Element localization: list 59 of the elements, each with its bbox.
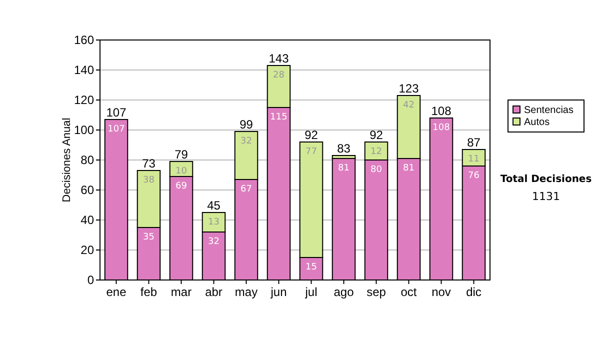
y-tick-label: 0 [87, 273, 94, 287]
data-label: 11 [468, 154, 480, 164]
total-label: 73 [142, 156, 156, 170]
total-label: 92 [304, 128, 318, 142]
total-label: 99 [240, 118, 254, 132]
x-tick-label: oct [400, 285, 418, 299]
y-tick-label: 160 [74, 33, 94, 47]
y-tick-label: 40 [80, 213, 94, 227]
x-tick-label: jun [270, 285, 287, 299]
total-label: 45 [207, 198, 221, 212]
y-tick-label: 20 [80, 243, 94, 257]
x-tick-label: ago [334, 285, 354, 299]
data-label: 13 [208, 218, 220, 228]
data-label: 69 [176, 182, 188, 192]
data-label: 115 [270, 112, 288, 122]
x-tick-label: sep [366, 285, 386, 299]
total-label: 87 [467, 136, 481, 150]
legend-label: Sentencias [524, 105, 574, 116]
total-label: 123 [398, 82, 420, 96]
y-axis-title: Decisiones Anual [61, 118, 73, 202]
total-label: 108 [431, 104, 452, 118]
legend-label: Autos [524, 117, 550, 128]
x-tick-label: ene [106, 285, 127, 299]
x-tick-label: dic [466, 285, 482, 299]
data-label: 81 [403, 164, 414, 174]
y-tick-label: 100 [74, 123, 94, 137]
total-label: 83 [337, 142, 351, 156]
data-label: 76 [468, 171, 480, 181]
data-label: 77 [306, 147, 317, 157]
x-tick-label: mar [170, 285, 192, 299]
x-tick-label: nov [432, 285, 451, 299]
data-label: 67 [240, 184, 252, 194]
text: Total Decisiones [500, 174, 592, 185]
data-label: 12 [370, 147, 382, 157]
data-label: 42 [403, 100, 414, 110]
x-tick-label: abr [205, 285, 222, 299]
data-label: 15 [306, 262, 317, 272]
total-label: 79 [174, 148, 188, 162]
total-label: 92 [370, 128, 384, 142]
text: 1131 [532, 190, 560, 203]
data-label: 35 [143, 232, 154, 242]
x-tick-label: jul [304, 285, 318, 299]
y-tick-label: 60 [80, 183, 94, 197]
data-label: 107 [108, 124, 125, 134]
total-label: 107 [106, 106, 127, 120]
data-label: 28 [273, 70, 285, 80]
y-tick-label: 80 [80, 153, 94, 167]
x-tick-label: feb [140, 285, 158, 299]
data-label: 38 [143, 176, 155, 186]
data-label: 10 [176, 166, 188, 176]
total-label: 143 [268, 52, 290, 66]
data-label: 32 [208, 237, 220, 247]
data-label: 32 [240, 136, 252, 146]
data-label: 108 [432, 123, 450, 133]
y-tick-label: 140 [74, 63, 94, 77]
y-tick-label: 120 [74, 93, 94, 107]
data-label: 81 [338, 164, 350, 174]
data-label: 80 [370, 165, 382, 175]
x-tick-label: may [234, 285, 258, 299]
